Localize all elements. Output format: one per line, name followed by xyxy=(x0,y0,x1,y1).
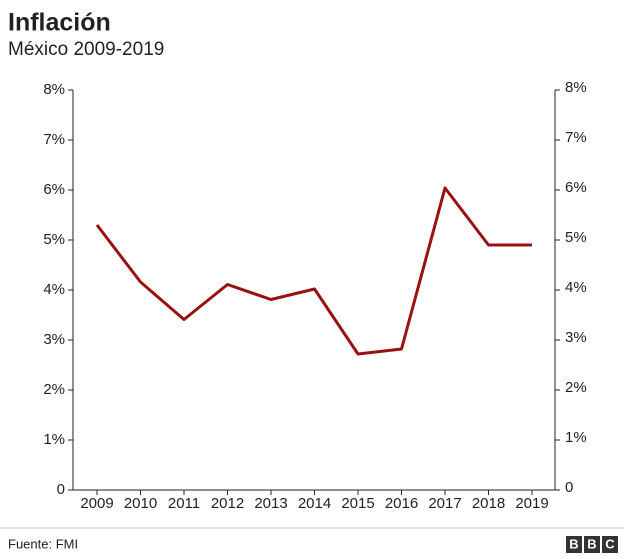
y-tick-label: 6% xyxy=(43,181,65,198)
y-tick-label: 5% xyxy=(43,231,65,248)
y-tick-label: 1% xyxy=(43,431,65,448)
y2-tick-label: 3% xyxy=(565,329,587,346)
logo-letter: C xyxy=(605,536,615,551)
x-tick-label: 2015 xyxy=(341,495,374,512)
y2-tick-label: 1% xyxy=(565,429,587,446)
logo-box xyxy=(602,536,618,553)
line-series xyxy=(95,186,532,356)
y-tick-label: 0 xyxy=(57,481,65,498)
x-tick-label: 2010 xyxy=(124,495,157,512)
y2-tick-label: 2% xyxy=(565,379,587,396)
y2-tick-label: 7% xyxy=(565,129,587,146)
y-tick-label: 7% xyxy=(43,131,65,148)
y2-tick-label: 4% xyxy=(565,279,587,296)
y-tick-label: 2% xyxy=(43,381,65,398)
y-tick-label: 4% xyxy=(43,281,65,298)
x-tick-label: 2017 xyxy=(428,495,461,512)
y-tick-label: 8% xyxy=(43,81,65,98)
y2-tick-label: 6% xyxy=(565,179,587,196)
chart-title: Inflación xyxy=(8,9,111,37)
logo-box xyxy=(584,536,600,553)
logo: B B C xyxy=(566,536,618,553)
x-tick-label: 2013 xyxy=(254,495,287,512)
x-tick-label: 2018 xyxy=(472,495,505,512)
source: Fuente: FMI xyxy=(8,536,78,551)
x-tick-label: 2014 xyxy=(298,495,331,512)
x-tick-label: 2019 xyxy=(515,495,548,512)
logo-box xyxy=(566,536,582,553)
logo-letter: B xyxy=(569,536,578,551)
y-tick-label: 3% xyxy=(43,331,65,348)
y2-tick-label: 5% xyxy=(565,229,587,246)
logo-letter: B xyxy=(587,536,596,551)
x-tick-label: 2011 xyxy=(168,495,200,512)
x-tick-label: 2016 xyxy=(385,495,418,512)
x-tick-label: 2009 xyxy=(80,495,113,512)
x-tick-label: 2012 xyxy=(211,495,244,512)
y2-tick-label: 0 xyxy=(565,479,573,496)
y2-tick-label: 8% xyxy=(565,79,587,96)
chart-subtitle: México 2009-2019 xyxy=(8,39,164,60)
